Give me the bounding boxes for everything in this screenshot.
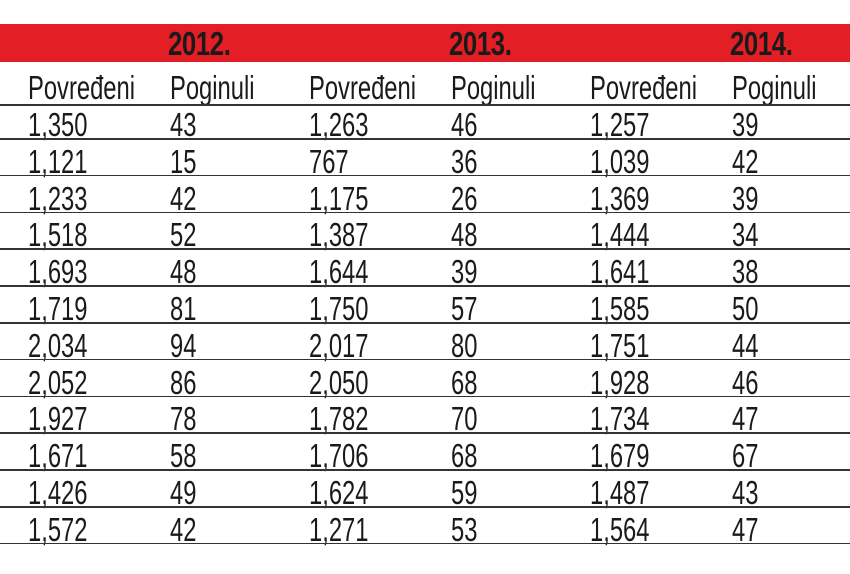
table-cell: 42 — [732, 142, 759, 180]
table-cell: 42 — [170, 510, 197, 548]
table-cell: 2,017 — [309, 326, 369, 364]
table-cell: 1,624 — [309, 474, 369, 511]
table-cell: 2,050 — [309, 363, 369, 401]
row-divider — [0, 432, 850, 434]
table-cell: 39 — [451, 253, 478, 291]
year-header-band — [0, 24, 850, 62]
table-cell: 1,641 — [590, 253, 650, 291]
table-cell: 78 — [170, 400, 197, 438]
column-header: Povređeni — [28, 69, 135, 106]
column-header: Poginuli — [451, 69, 536, 106]
table-cell: 44 — [732, 326, 759, 364]
year-header-0: 2012. — [168, 25, 231, 62]
table-cell: 43 — [170, 106, 197, 143]
column-header: Povređeni — [309, 69, 416, 106]
table-cell: 34 — [732, 216, 759, 254]
table-cell: 1,928 — [590, 363, 650, 401]
table-cell: 94 — [170, 326, 197, 364]
table-cell: 1,750 — [309, 290, 369, 327]
table-cell: 59 — [451, 474, 478, 511]
table-cell: 39 — [732, 106, 759, 143]
table-cell: 15 — [170, 142, 197, 180]
row-divider — [0, 322, 850, 324]
table-cell: 1,487 — [590, 474, 650, 511]
table-cell: 1,572 — [28, 510, 88, 548]
table-cell: 58 — [170, 437, 197, 475]
column-header: Poginuli — [732, 69, 817, 106]
table-cell: 1,585 — [590, 290, 650, 327]
table-cell: 43 — [732, 474, 759, 511]
row-divider — [0, 358, 850, 361]
table-cell: 70 — [451, 400, 478, 438]
row-divider — [0, 104, 850, 106]
table-cell: 26 — [451, 179, 478, 217]
table-cell: 1,175 — [309, 179, 369, 217]
table-cell: 1,751 — [590, 326, 650, 364]
table-cell: 53 — [451, 510, 478, 548]
table-cell: 38 — [732, 253, 759, 291]
table-cell: 1,734 — [590, 400, 650, 438]
table-cell: 1,257 — [590, 106, 650, 143]
column-header: Povređeni — [590, 69, 697, 106]
table-cell: 80 — [451, 326, 478, 364]
table-cell: 47 — [732, 400, 759, 438]
table-cell: 1,444 — [590, 216, 650, 254]
table-cell: 1,564 — [590, 510, 650, 548]
table-cell: 48 — [451, 216, 478, 254]
year-header-1: 2013. — [449, 25, 512, 62]
table-cell: 767 — [309, 142, 349, 180]
table-cell: 1,233 — [28, 179, 88, 217]
year-header-2: 2014. — [730, 25, 793, 62]
table-cell: 68 — [451, 363, 478, 401]
table-cell: 1,706 — [309, 437, 369, 475]
table-cell: 39 — [732, 179, 759, 217]
row-divider — [0, 542, 850, 545]
table-cell: 81 — [170, 290, 197, 327]
table-cell: 86 — [170, 363, 197, 401]
table-cell: 67 — [732, 437, 759, 475]
row-divider — [0, 506, 850, 508]
table-cell: 2,052 — [28, 363, 88, 401]
table-cell: 1,271 — [309, 510, 369, 548]
table-cell: 1,039 — [590, 142, 650, 180]
table-cell: 1,518 — [28, 216, 88, 254]
table-cell: 1,679 — [590, 437, 650, 475]
table-cell: 48 — [170, 253, 197, 291]
table-cell: 1,121 — [28, 142, 88, 180]
table-cell: 1,782 — [309, 400, 369, 438]
table-cell: 1,426 — [28, 474, 88, 511]
table-cell: 1,644 — [309, 253, 369, 291]
table-cell: 57 — [451, 290, 478, 327]
table-cell: 68 — [451, 437, 478, 475]
table-cell: 42 — [170, 179, 197, 217]
table-cell: 50 — [732, 290, 759, 327]
row-divider — [0, 285, 850, 287]
table-cell: 1,369 — [590, 179, 650, 217]
table-cell: 1,719 — [28, 290, 88, 327]
column-header: Poginuli — [170, 69, 255, 106]
table-cell: 46 — [732, 363, 759, 401]
table-cell: 1,387 — [309, 216, 369, 254]
table-cell: 49 — [170, 474, 197, 511]
row-divider — [0, 138, 850, 140]
table-cell: 1,263 — [309, 106, 369, 143]
table-cell: 36 — [451, 142, 478, 180]
table-cell: 2,034 — [28, 326, 88, 364]
table-cell: 1,927 — [28, 400, 88, 438]
row-divider — [0, 211, 850, 214]
row-divider — [0, 395, 850, 398]
table-cell: 52 — [170, 216, 197, 254]
row-divider — [0, 469, 850, 471]
table-cell: 1,350 — [28, 106, 88, 143]
table-cell: 1,671 — [28, 437, 88, 475]
row-divider — [0, 174, 850, 177]
row-divider — [0, 248, 850, 250]
table-cell: 46 — [451, 106, 478, 143]
table-cell: 1,693 — [28, 253, 88, 291]
table-cell: 47 — [732, 510, 759, 548]
